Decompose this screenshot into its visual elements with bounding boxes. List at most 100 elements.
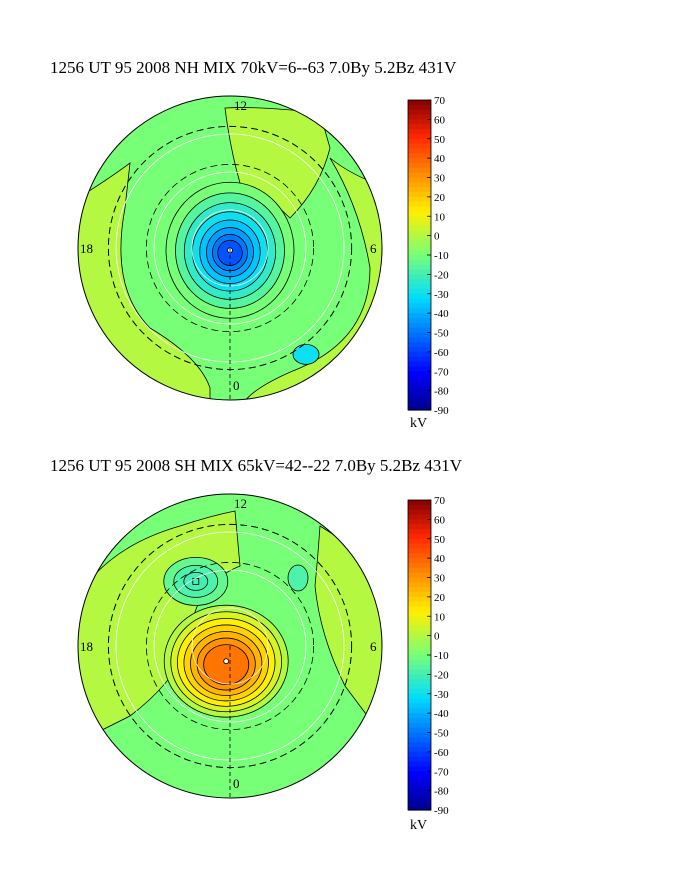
colorbar-segment [408, 235, 431, 242]
mlt-label-top: 12 [234, 496, 247, 511]
inner-boundary-dashed [146, 562, 314, 730]
colorbar-tick-label: 40 [434, 553, 446, 565]
min-cell-center-marker [192, 578, 200, 585]
mlt-label-top: 12 [234, 98, 247, 113]
colorbar-tick-label: 60 [434, 514, 446, 526]
polar-outer-ring [77, 95, 383, 401]
colorbar-nh: 70 60 50 40 30 20 10 0 -10 -20 -30 -40 -50 -60 -70 -80 -… [407, 95, 449, 417]
inner-boundary-dashed [146, 164, 314, 332]
colorbar-tick-label: -20 [434, 669, 449, 681]
colorbar-segment [408, 679, 431, 685]
colorbar-segment [408, 655, 431, 661]
colorbar-unit-nh: kV [410, 416, 428, 431]
colorbar-segment [408, 104, 431, 111]
colorbar-tick-label: -80 [434, 386, 449, 398]
mlt-label-right: 6 [370, 639, 377, 654]
colorbar-segment [408, 279, 431, 285]
colorbar-segment [408, 351, 431, 358]
colorbar-segment [408, 293, 431, 300]
colorbar-segment [408, 361, 431, 368]
colorbar-tick-label: -30 [434, 689, 449, 701]
colorbar-segment [408, 269, 431, 275]
colorbar-segment [408, 577, 431, 583]
colorbar-segment [408, 405, 431, 411]
colorbar-segment [408, 795, 431, 801]
colorbar-segment [408, 703, 431, 709]
colorbar-tick-label: -70 [434, 766, 449, 778]
colorbar-segment [408, 148, 431, 154]
colorbar-tick-label: 70 [434, 95, 446, 107]
colorbar-segment [408, 761, 431, 768]
colorbar-segment [408, 182, 431, 188]
colorbar-segment [408, 548, 431, 554]
colorbar-tick-label: -80 [434, 786, 449, 798]
colorbar-segment [408, 385, 431, 392]
colorbar-tick-label: -40 [434, 308, 449, 320]
mlt-label-left: 18 [80, 639, 93, 654]
colorbar-segment [408, 366, 431, 372]
colorbar-tick-label: -50 [434, 328, 449, 340]
colorbar-tick-label: 70 [434, 495, 446, 507]
colorbar-tick-label: 50 [434, 534, 446, 546]
mlt-label-right: 6 [370, 241, 377, 256]
colorbar-segment [408, 780, 431, 787]
colorbar-tick-label: 20 [434, 592, 446, 604]
colorbar-tick-label: -10 [434, 250, 449, 262]
colorbar-segment [408, 727, 431, 734]
mlt-label-bottom: 0 [233, 776, 240, 791]
colorbar-segment [408, 206, 431, 213]
colorbar-segment [408, 630, 431, 637]
colorbar-segment [408, 303, 431, 309]
polar-plot-nh: 12 18 6 0 [77, 95, 383, 401]
max-cell-contour [203, 644, 250, 686]
colorbar-segment [408, 688, 431, 695]
polar-outer-ring [77, 493, 383, 799]
colorbar-tick-label: -40 [434, 708, 449, 720]
colorbar-segment [408, 756, 431, 763]
plot-title-nh: 1256 UT 95 2008 NH MIX 70kV=6--63 7.0By … [50, 58, 457, 77]
colorbar-segment [408, 650, 431, 656]
colorbar-segment [408, 129, 431, 135]
colorbar-tick-label: -60 [434, 747, 449, 759]
colorbar-segment [408, 192, 431, 198]
colorbar-segment [408, 119, 431, 125]
colorbar-segment [408, 553, 431, 559]
colorbar-tick-label: 0 [434, 231, 440, 243]
colorbar-segment [408, 313, 431, 319]
colorbar-segment [408, 543, 431, 550]
colorbar-segment [408, 785, 431, 792]
colorbar-segment [408, 737, 431, 743]
colorbar-segment [408, 805, 431, 811]
colorbar-segment [408, 167, 431, 174]
colorbar-segment [408, 245, 431, 251]
colorbar-tick-label: 30 [434, 573, 446, 585]
colorbar-tick-label: 40 [434, 153, 446, 165]
colorbar-segment [408, 616, 431, 622]
colorbar-segment [408, 592, 431, 598]
colorbar-segment [408, 143, 431, 150]
colorbar-segment [408, 500, 431, 506]
colorbar-tick-label: 10 [434, 211, 446, 223]
colorbar-segment [408, 717, 431, 724]
latitude-ring-20 [153, 569, 307, 723]
colorbar-segment [408, 342, 431, 348]
colorbar-segment [408, 114, 431, 120]
colorbar-tick-label: 60 [434, 114, 446, 126]
colorbar-segment [408, 611, 431, 617]
colorbar-segment [408, 274, 431, 280]
colorbar-segment [408, 529, 431, 535]
colorbar-segment [408, 153, 431, 159]
colorbar-segment [408, 284, 431, 290]
colorbar-segment [408, 504, 431, 511]
colorbar-segment [408, 562, 431, 569]
colorbar-segment [408, 635, 431, 642]
colorbar-segment [408, 255, 431, 261]
colorbar-unit-sh: kV [410, 818, 428, 833]
colorbar-segment [408, 298, 431, 305]
colorbar-segment [408, 264, 431, 271]
min-cell-contour [183, 572, 209, 591]
colorbar-segment [408, 732, 431, 738]
colorbar-segment [408, 138, 431, 145]
max-cell-center-marker [223, 658, 230, 665]
colorbar-segment [408, 674, 431, 680]
